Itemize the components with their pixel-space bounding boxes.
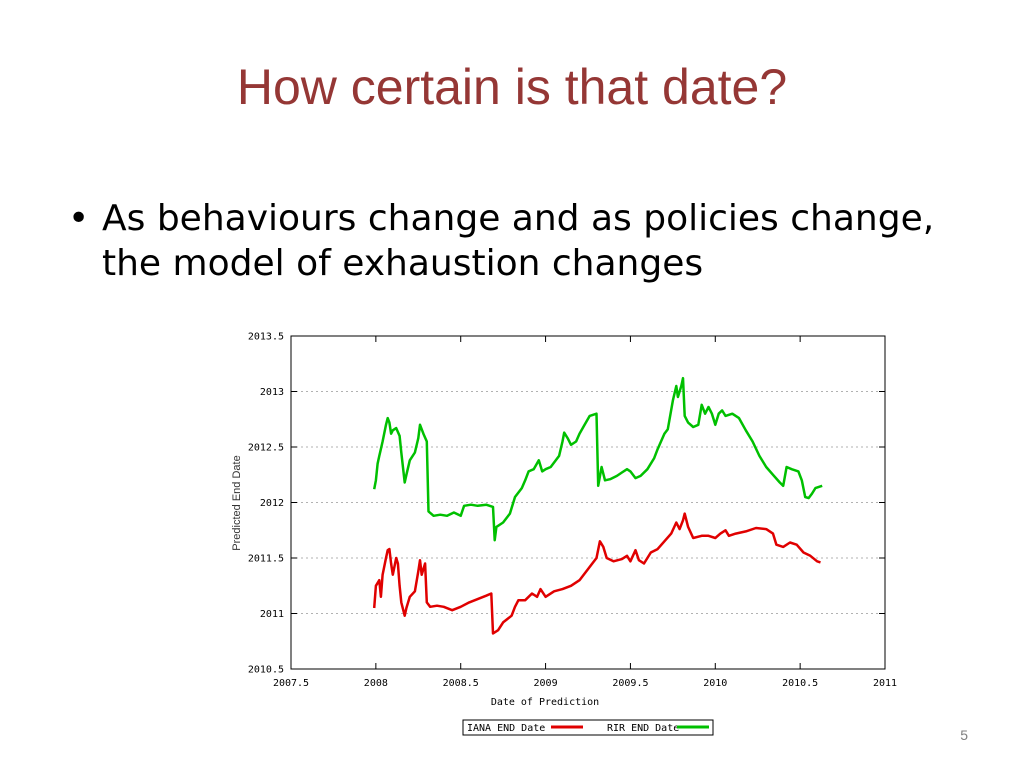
legend-label-iana: IANA END Date <box>467 723 545 734</box>
legend-label-rir: RIR END Date <box>607 723 679 734</box>
x-tick-label: 2008.5 <box>443 678 479 689</box>
x-tick-label: 2007.5 <box>273 678 309 689</box>
x-tick-label: 2011 <box>873 678 897 689</box>
chart-series <box>372 376 823 635</box>
bullet-item: • As behaviours change and as policies c… <box>68 196 988 286</box>
series-line-rir <box>372 376 823 542</box>
chart: 2010.5 2011 2011.5 2012 2012.5 2013 2013.5 2007… <box>225 325 910 740</box>
y-tick-label: 2011 <box>260 609 284 620</box>
y-tick-label: 2010.5 <box>248 665 284 676</box>
bullet-marker: • <box>68 198 90 239</box>
bullet-list: • As behaviours change and as policies c… <box>68 196 988 286</box>
x-tick-label: 2008 <box>364 678 388 689</box>
chart-ticks: 2010.5 2011 2011.5 2012 2012.5 2013 2013.5 2007… <box>248 332 897 690</box>
y-tick-label: 2013.5 <box>248 332 284 343</box>
x-tick-label: 2009.5 <box>612 678 648 689</box>
y-tick-label: 2012 <box>260 498 284 509</box>
y-tick-label: 2012.5 <box>248 443 284 454</box>
chart-legend: IANA END Date RIR END Date <box>462 719 714 736</box>
bullet-text: As behaviours change and as policies cha… <box>102 198 935 284</box>
x-axis-label: Date of Prediction <box>491 697 599 708</box>
chart-grid <box>291 391 885 614</box>
legend-box <box>462 719 714 736</box>
series-line-iana <box>372 512 821 635</box>
x-tick-label: 2010.5 <box>782 678 818 689</box>
x-tick-label: 2009 <box>534 678 558 689</box>
y-axis-label: Predicted End Date <box>231 455 243 550</box>
page-number: 5 <box>960 727 968 743</box>
chart-svg: 2010.5 2011 2011.5 2012 2012.5 2013 2013.5 2007… <box>231 332 897 736</box>
y-tick-label: 2011.5 <box>248 554 284 565</box>
slide-title: How certain is that date? <box>236 59 788 115</box>
y-tick-label: 2013 <box>260 387 284 398</box>
x-tick-label: 2010 <box>703 678 727 689</box>
